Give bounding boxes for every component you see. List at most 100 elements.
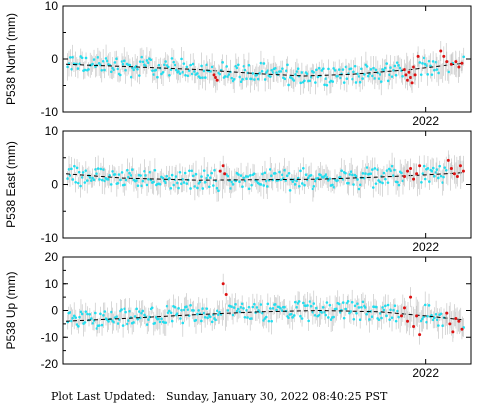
plot-area [65, 41, 466, 96]
data-point [72, 314, 76, 318]
y-tick-label: -10 [41, 105, 59, 119]
data-point [294, 73, 297, 76]
data-point [184, 73, 187, 77]
data-point [371, 74, 374, 78]
data-point [349, 170, 353, 173]
data-point [128, 63, 132, 67]
data-point [119, 178, 122, 182]
data-point [295, 305, 299, 309]
data-point [91, 321, 95, 325]
recent-point [403, 306, 407, 310]
data-point [157, 63, 161, 67]
data-point [324, 313, 327, 317]
data-point [300, 71, 304, 74]
data-point [247, 63, 251, 67]
recent-point [413, 73, 417, 77]
data-point [285, 174, 289, 177]
data-point [178, 72, 182, 75]
data-point [359, 183, 362, 187]
data-point [163, 63, 166, 67]
data-point [151, 69, 154, 72]
data-point [91, 62, 94, 66]
data-point [279, 178, 283, 182]
data-point [231, 313, 235, 317]
trend-line [65, 172, 464, 181]
data-point [307, 319, 310, 323]
data-point [74, 316, 78, 319]
data-point [66, 177, 69, 180]
data-point [336, 179, 339, 182]
data-point [323, 83, 326, 87]
data-point [168, 176, 171, 180]
data-point [200, 64, 203, 68]
recent-point [403, 68, 407, 72]
data-point [202, 311, 206, 315]
data-point [342, 316, 346, 320]
data-point [218, 72, 222, 76]
data-point [100, 323, 104, 327]
data-point [120, 308, 123, 311]
data-point [77, 170, 81, 174]
data-point [80, 56, 84, 60]
data-point [200, 175, 203, 178]
data-point [322, 67, 325, 70]
data-point [133, 315, 137, 318]
data-point [279, 306, 282, 310]
data-point [77, 325, 80, 328]
data-point [256, 77, 260, 81]
data-point [126, 322, 129, 326]
y-tick-label: -10 [41, 330, 59, 344]
data-point [136, 317, 139, 321]
data-point [259, 61, 263, 65]
data-point [328, 303, 332, 307]
data-point [377, 318, 381, 321]
data-point [434, 313, 438, 316]
data-point [102, 313, 105, 317]
data-point [291, 180, 295, 183]
data-point [394, 319, 398, 323]
data-point [237, 173, 240, 176]
data-point [431, 318, 435, 322]
data-point [196, 186, 199, 190]
data-point [366, 74, 370, 78]
data-point [341, 301, 345, 304]
data-point [439, 312, 443, 316]
data-point [309, 304, 313, 308]
data-point [189, 187, 192, 190]
x-tick-label: 2022 [412, 240, 439, 254]
data-point [349, 310, 353, 313]
data-point [163, 179, 166, 183]
data-point [423, 177, 427, 181]
data-point [274, 66, 277, 70]
data-point [263, 171, 267, 175]
plot-area [65, 273, 465, 345]
data-point [99, 167, 103, 171]
recent-point [412, 325, 416, 329]
data-point [113, 173, 117, 176]
data-point [145, 323, 149, 326]
data-point [185, 65, 189, 69]
data-point [109, 183, 113, 186]
recent-point [461, 169, 465, 173]
data-point [180, 57, 183, 61]
data-point [161, 70, 165, 74]
data-point [385, 314, 388, 318]
data-point [421, 317, 424, 321]
data-point [270, 69, 274, 72]
data-point [143, 313, 146, 317]
recent-point [452, 172, 456, 176]
data-point [462, 326, 465, 329]
data-point [209, 315, 212, 319]
data-point [200, 319, 203, 323]
data-point [176, 181, 179, 185]
data-point [262, 319, 265, 322]
data-point [329, 318, 333, 321]
data-point [78, 315, 81, 319]
data-point [312, 71, 315, 74]
data-point [75, 166, 79, 170]
data-point [141, 179, 145, 183]
data-point [305, 72, 309, 76]
data-point [88, 312, 92, 316]
recent-point [218, 169, 222, 173]
data-point [88, 176, 92, 179]
